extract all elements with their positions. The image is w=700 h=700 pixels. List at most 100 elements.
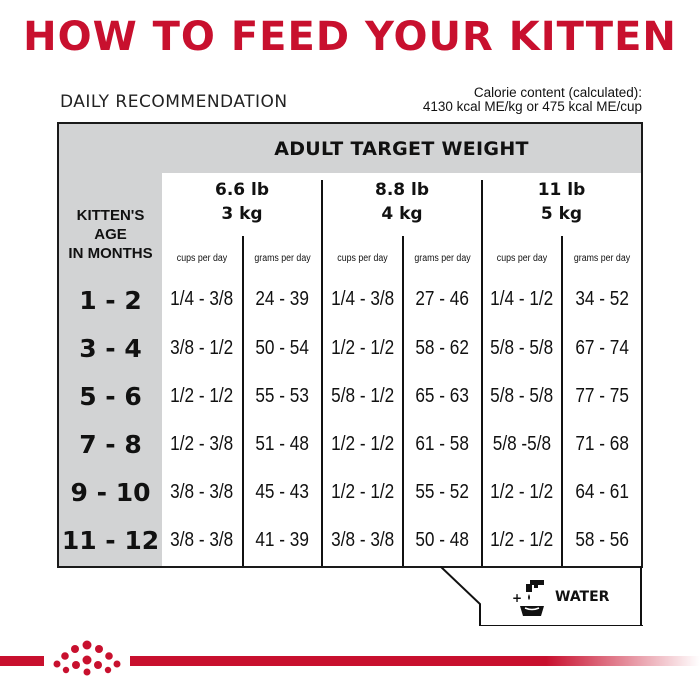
table-cell: 1/2 - 1/2 [323,481,402,504]
weight-lb: 8.8 lb [374,180,430,200]
age-row-label: 3 - 4 [79,334,142,363]
table-cell: 1/2 - 1/2 [162,385,242,408]
table-cell: 27 - 46 [404,288,481,311]
cell-text: 3/8 - 3/8 [170,529,234,551]
table-cell: 1/4 - 3/8 [323,288,402,311]
cell-text: 1/2 - 1/2 [330,433,395,455]
table-cell: 1/4 - 3/8 [162,288,242,311]
age-label-line-2: AGE [94,226,127,243]
weight-header-3kg: 6.6 lb 3 kg [162,178,322,226]
table-cell: 5/8 - 5/8 [483,337,561,360]
table-cell: 51 - 48 [244,433,321,456]
cell-text: 45 - 43 [255,481,310,503]
cell-text: 1/4 - 3/8 [170,288,234,310]
cell-text: 50 - 48 [415,529,470,551]
cell-text: 51 - 48 [255,433,310,455]
table-cell: 1/2 - 1/2 [483,529,561,552]
cell-text: 71 - 68 [575,433,629,455]
table-cell: 1/4 - 1/2 [483,288,561,311]
age-row-label: 7 - 8 [79,430,142,459]
age-row-label: 1 - 2 [79,286,142,315]
cell-text: 1/2 - 1/2 [330,481,395,503]
table-cell: 34 - 52 [563,288,641,311]
table-cell: 1/2 - 3/8 [162,433,242,456]
calorie-line-1: Calorie content (calculated): [473,85,642,100]
cell-text: 55 - 52 [415,481,470,503]
cell-text: 58 - 62 [415,337,470,359]
adult-target-weight-header: ADULT TARGET WEIGHT [274,137,529,160]
cell-text: 1/2 - 1/2 [490,481,554,503]
table-cell: 65 - 63 [404,385,481,408]
table-cell: 5/8 - 5/8 [483,385,561,408]
table-cell: 50 - 48 [404,529,481,552]
table-cell: 3/8 - 3/8 [162,481,242,504]
age-label-line-1: KITTEN'S [76,207,145,224]
water-tab-outline [440,566,643,626]
cell-text: 1/2 - 1/2 [490,529,554,551]
cell-text: 24 - 39 [255,288,310,310]
table-cell: 45 - 43 [244,481,321,504]
table-cell: 5/8 -5/8 [483,433,561,456]
table-cell: 64 - 61 [563,481,641,504]
water-label: WATER [555,589,610,605]
column-divider [242,236,244,566]
age-row-label: 9 - 10 [70,478,151,507]
weight-header-4kg: 8.8 lb 4 kg [322,178,482,226]
column-divider [402,236,404,566]
subheader-grams: grams per day [254,252,311,264]
table-cell: 61 - 58 [404,433,481,456]
cell-text: 61 - 58 [415,433,470,455]
weight-lb: 11 lb [537,180,586,200]
table-cell: 1/2 - 1/2 [483,481,561,504]
table-cell: 1/2 - 1/2 [323,337,402,360]
age-row-label: 11 - 12 [61,526,160,555]
subheader-cups: cups per day [176,252,228,264]
weight-kg: 4 kg [381,204,423,224]
table-cell: 1/2 - 1/2 [323,433,402,456]
subheader-grams: grams per day [414,252,471,264]
cell-text: 34 - 52 [575,288,629,310]
subheader-grams: grams per day [573,252,631,264]
royal-canin-crown-icon [44,638,130,680]
brand-footer-line [0,656,700,666]
cell-text: 41 - 39 [255,529,310,551]
table-cell: 3/8 - 3/8 [323,529,402,552]
cell-text: 50 - 54 [255,337,310,359]
cell-text: 55 - 53 [255,385,310,407]
cell-text: 65 - 63 [415,385,470,407]
water-plus: + [512,591,522,605]
column-divider [561,236,563,566]
subheader-cups: cups per day [337,252,388,264]
table-cell: 5/8 - 1/2 [323,385,402,408]
cell-text: 5/8 - 5/8 [490,337,554,359]
table-cell: 24 - 39 [244,288,321,311]
cell-text: 5/8 -5/8 [492,433,552,455]
cell-text: 5/8 - 5/8 [490,385,554,407]
weight-kg: 5 kg [540,204,583,224]
cell-text: 1/4 - 1/2 [490,288,554,310]
group-divider [481,180,483,566]
calorie-content: Calorie content (calculated): 4130 kcal … [423,86,642,114]
table-cell: 50 - 54 [244,337,321,360]
page-title: HOW TO FEED YOUR KITTEN [23,14,677,60]
kittens-age-label: KITTEN'S AGE IN MONTHS [59,206,162,263]
cell-text: 5/8 - 1/2 [330,385,395,407]
table-cell: 3/8 - 1/2 [162,337,242,360]
water-tap-bowl-icon: + [512,580,544,616]
table-cell: 71 - 68 [563,433,641,456]
cell-text: 1/2 - 3/8 [170,433,234,455]
age-row-label: 5 - 6 [79,382,142,411]
table-cell: 55 - 53 [244,385,321,408]
cell-text: 1/4 - 3/8 [330,288,395,310]
table-cell: 58 - 56 [563,529,641,552]
table-cell: 77 - 75 [563,385,641,408]
cell-text: 67 - 74 [575,337,629,359]
daily-recommendation-label: DAILY RECOMMENDATION [60,92,288,112]
cell-text: 64 - 61 [575,481,629,503]
age-label-line-3: IN MONTHS [68,245,153,262]
cell-text: 77 - 75 [575,385,629,407]
group-divider [321,180,323,566]
weight-lb: 6.6 lb [214,180,270,200]
cell-text: 1/2 - 1/2 [330,337,395,359]
subheader-cups: cups per day [496,252,548,264]
